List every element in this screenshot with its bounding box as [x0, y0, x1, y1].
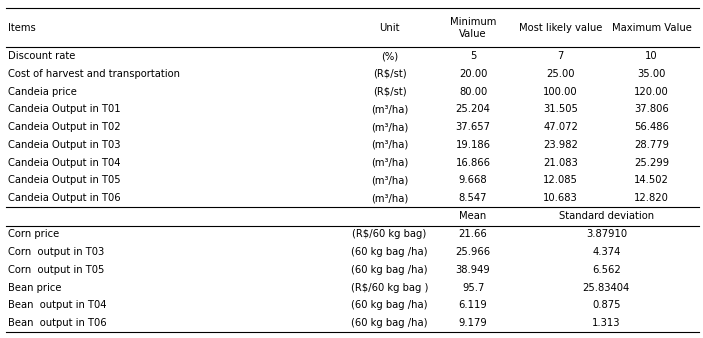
Text: Cost of harvest and transportation: Cost of harvest and transportation — [8, 69, 180, 79]
Text: 25.299: 25.299 — [634, 158, 669, 168]
Text: (%): (%) — [381, 51, 398, 61]
Text: Most likely value: Most likely value — [519, 23, 602, 33]
Text: Corn  output in T03: Corn output in T03 — [8, 247, 104, 257]
Text: (60 kg bag /ha): (60 kg bag /ha) — [352, 300, 427, 310]
Text: (R$/st): (R$/st) — [373, 87, 406, 97]
Text: 25.83404: 25.83404 — [583, 283, 630, 293]
Text: 14.502: 14.502 — [634, 175, 669, 185]
Text: 20.00: 20.00 — [459, 69, 487, 79]
Text: 4.374: 4.374 — [592, 247, 621, 257]
Text: Candeia Output in T01: Candeia Output in T01 — [8, 104, 120, 114]
Text: 1.313: 1.313 — [592, 318, 621, 328]
Text: 23.982: 23.982 — [543, 140, 578, 150]
Text: (60 kg bag /ha): (60 kg bag /ha) — [352, 318, 427, 328]
Text: Candeia Output in T03: Candeia Output in T03 — [8, 140, 120, 150]
Text: Candeia Output in T04: Candeia Output in T04 — [8, 158, 120, 168]
Text: Discount rate: Discount rate — [8, 51, 75, 61]
Text: 25.204: 25.204 — [456, 104, 491, 114]
Text: 28.779: 28.779 — [634, 140, 669, 150]
Text: 10.683: 10.683 — [543, 193, 578, 203]
Text: (60 kg bag /ha): (60 kg bag /ha) — [352, 247, 427, 257]
Text: 31.505: 31.505 — [543, 104, 578, 114]
Text: 12.820: 12.820 — [634, 193, 669, 203]
Text: Corn price: Corn price — [8, 230, 59, 239]
Text: Bean  output in T04: Bean output in T04 — [8, 300, 106, 310]
Text: Candeia price: Candeia price — [8, 87, 77, 97]
Text: 19.186: 19.186 — [456, 140, 491, 150]
Text: 100.00: 100.00 — [543, 87, 578, 97]
Text: 56.486: 56.486 — [634, 122, 669, 132]
Text: 12.085: 12.085 — [543, 175, 578, 185]
Text: 10: 10 — [645, 51, 658, 61]
Text: Bean  output in T06: Bean output in T06 — [8, 318, 106, 328]
Text: 21.66: 21.66 — [459, 230, 487, 239]
Text: (m³/ha): (m³/ha) — [371, 122, 408, 132]
Text: (m³/ha): (m³/ha) — [371, 158, 408, 168]
Text: Items: Items — [8, 23, 35, 33]
Text: 9.668: 9.668 — [459, 175, 487, 185]
Text: (m³/ha): (m³/ha) — [371, 104, 408, 114]
Text: 5: 5 — [470, 51, 477, 61]
Text: Standard deviation: Standard deviation — [559, 211, 654, 221]
Text: (60 kg bag /ha): (60 kg bag /ha) — [352, 265, 427, 275]
Text: 47.072: 47.072 — [543, 122, 578, 132]
Text: Bean price: Bean price — [8, 283, 61, 293]
Text: 3.87910: 3.87910 — [586, 230, 627, 239]
Text: (m³/ha): (m³/ha) — [371, 140, 408, 150]
Text: 38.949: 38.949 — [456, 265, 491, 275]
Text: 8.547: 8.547 — [459, 193, 487, 203]
Text: (R$/60 kg bag ): (R$/60 kg bag ) — [351, 283, 428, 293]
Text: 21.083: 21.083 — [543, 158, 578, 168]
Text: (R$/60 kg bag): (R$/60 kg bag) — [352, 230, 427, 239]
Text: 9.179: 9.179 — [459, 318, 487, 328]
Text: 7: 7 — [557, 51, 564, 61]
Text: Maximum Value: Maximum Value — [612, 23, 692, 33]
Text: (R$/st): (R$/st) — [373, 69, 406, 79]
Text: 120.00: 120.00 — [634, 87, 669, 97]
Text: 80.00: 80.00 — [459, 87, 487, 97]
Text: 0.875: 0.875 — [592, 300, 621, 310]
Text: 25.00: 25.00 — [546, 69, 575, 79]
Text: (m³/ha): (m³/ha) — [371, 193, 408, 203]
Text: 35.00: 35.00 — [638, 69, 666, 79]
Text: Candeia Output in T02: Candeia Output in T02 — [8, 122, 120, 132]
Text: Corn  output in T05: Corn output in T05 — [8, 265, 104, 275]
Text: 37.806: 37.806 — [634, 104, 669, 114]
Text: 6.562: 6.562 — [592, 265, 621, 275]
Text: 37.657: 37.657 — [456, 122, 491, 132]
Text: 95.7: 95.7 — [462, 283, 484, 293]
Text: 6.119: 6.119 — [459, 300, 487, 310]
Text: 25.966: 25.966 — [456, 247, 491, 257]
Text: Candeia Output in T05: Candeia Output in T05 — [8, 175, 120, 185]
Text: Candeia Output in T06: Candeia Output in T06 — [8, 193, 120, 203]
Text: Mean: Mean — [460, 211, 486, 221]
Text: 16.866: 16.866 — [456, 158, 491, 168]
Text: Minimum
Value: Minimum Value — [450, 17, 496, 39]
Text: (m³/ha): (m³/ha) — [371, 175, 408, 185]
Text: Unit: Unit — [379, 23, 400, 33]
